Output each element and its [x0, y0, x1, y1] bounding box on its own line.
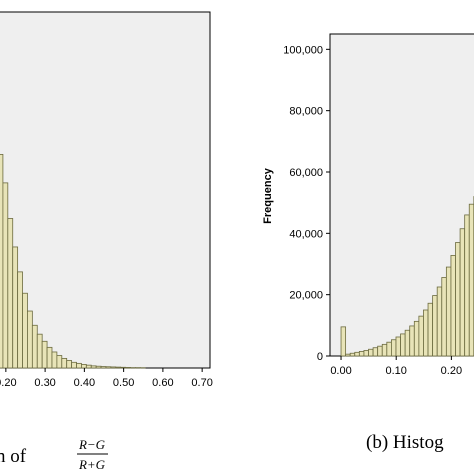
histogram-bar [423, 309, 429, 357]
histogram-bar [115, 366, 122, 369]
histogram-bar [455, 242, 461, 357]
x-tick-label: 0.60 [152, 377, 173, 389]
histogram-bar [27, 310, 33, 369]
panel-b-caption: (b) Histog [366, 432, 444, 453]
histogram-bar [377, 345, 383, 357]
histogram-bar [17, 271, 23, 369]
histogram-bar [90, 365, 97, 369]
x-tick-label: 0.20 [441, 365, 462, 377]
histogram-bar [340, 326, 347, 357]
histogram-bar [391, 339, 397, 357]
histogram-bar [464, 214, 470, 357]
histogram-bar [349, 352, 356, 357]
histogram-bar [459, 228, 466, 357]
histogram-bar [95, 365, 102, 369]
histogram-bar [432, 295, 438, 357]
histogram-bar [100, 366, 107, 369]
x-tick-label: 0.40 [74, 377, 95, 389]
histogram-bar [427, 302, 434, 357]
x-tick-label: 0.50 [113, 377, 134, 389]
histogram-bar [56, 355, 63, 369]
histogram-bar [468, 203, 474, 357]
histogram-bar [0, 153, 4, 369]
histogram-bar [7, 218, 14, 369]
y-tick-label: 40,000 [289, 228, 323, 240]
y-tick-label: 60,000 [289, 167, 323, 179]
histogram-bar [22, 292, 28, 369]
histogram-bar [31, 324, 38, 369]
histogram-bar [450, 255, 456, 357]
histogram-bar [345, 353, 351, 357]
x-tick-label: 0.10 [385, 365, 406, 377]
histogram-bar [125, 367, 131, 369]
panel-a-caption: n of [0, 446, 27, 467]
histogram-bar [36, 333, 43, 369]
y-tick-label: 100,000 [283, 44, 323, 56]
histogram-bar [372, 347, 379, 357]
histogram-bar [110, 366, 117, 369]
panel-a-x-ticks: 0.20 0.30 0.40 0.50 0.60 0.70 [0, 368, 213, 389]
histogram-bar [363, 350, 369, 357]
panel-a-fraction-numerator: R−G [78, 437, 106, 452]
histogram-bar [105, 366, 112, 369]
x-tick-label: 0.20 [0, 377, 17, 389]
panel-a-bars [0, 153, 146, 369]
histogram-bar [418, 315, 424, 357]
histogram-bar [358, 350, 365, 357]
histogram-bar [436, 286, 443, 357]
histogram-bar [61, 357, 68, 369]
x-tick-label: 0.30 [34, 377, 55, 389]
panel-a-plot-area [0, 11, 211, 369]
panel-b-y-ticks: 0 20,000 40,000 60,000 80,000 100,000 [283, 44, 330, 363]
histogram-bar [413, 320, 420, 357]
histogram-bar [368, 348, 374, 357]
y-tick-label: 0 [317, 351, 323, 363]
histogram-bar [120, 366, 126, 369]
histogram-bar [445, 266, 452, 357]
panel-b: 0 20,000 40,000 60,000 80,000 100,000 0.00 0.1… [262, 33, 474, 453]
histogram-bar [441, 277, 447, 357]
histogram-bar [400, 333, 406, 357]
histogram-bar [354, 351, 360, 357]
panel-a: 0.20 0.30 0.40 0.50 0.60 0.70 n of R−G R+G [0, 11, 213, 472]
panel-b-x-ticks: 0.00 0.10 0.20 [330, 356, 462, 377]
histogram-bar [2, 182, 9, 369]
histogram-bar [46, 346, 53, 369]
panel-a-fraction-denominator: R+G [78, 457, 106, 472]
panel-b-y-axis-label: Frequency [262, 167, 274, 224]
histogram-bar [395, 336, 401, 357]
histogram-bar [85, 364, 92, 369]
histogram-bar [51, 351, 58, 369]
histogram-bar [76, 362, 82, 369]
histogram-bar [81, 364, 87, 369]
histogram-bar [66, 360, 73, 369]
histogram-bar [381, 343, 388, 357]
histogram-bar [71, 361, 77, 369]
histogram-bar [386, 341, 392, 357]
histogram-bar [12, 246, 19, 369]
histogram-bar [404, 329, 411, 357]
histogram-bar [41, 340, 48, 369]
x-tick-label: 0.70 [191, 377, 212, 389]
y-tick-label: 20,000 [289, 290, 323, 302]
x-tick-label: 0.00 [330, 365, 351, 377]
y-tick-label: 80,000 [289, 106, 323, 118]
histogram-bar [409, 325, 415, 357]
